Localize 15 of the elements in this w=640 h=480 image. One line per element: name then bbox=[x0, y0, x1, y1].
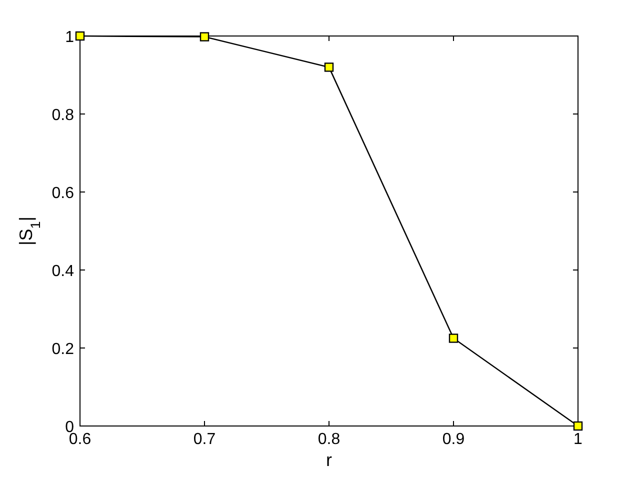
x-tick-label: 0.8 bbox=[318, 431, 340, 448]
point bbox=[448, 334, 458, 343]
y-tick-label: 0.2 bbox=[52, 341, 74, 358]
y-tick-label: 0.4 bbox=[52, 263, 74, 280]
y-tick-label: 0.6 bbox=[52, 185, 74, 202]
y-tick-label: 1 bbox=[65, 29, 74, 46]
x-tick-label: 0.9 bbox=[442, 431, 465, 448]
x-tick-label: 0.7 bbox=[193, 431, 216, 448]
point bbox=[200, 32, 210, 42]
y-tick-label: 0.8 bbox=[52, 107, 74, 124]
x-tick-label: 1 bbox=[574, 431, 583, 448]
x-axis-title: r bbox=[326, 450, 332, 470]
point bbox=[75, 31, 85, 41]
point bbox=[573, 421, 583, 431]
point bbox=[324, 62, 334, 72]
